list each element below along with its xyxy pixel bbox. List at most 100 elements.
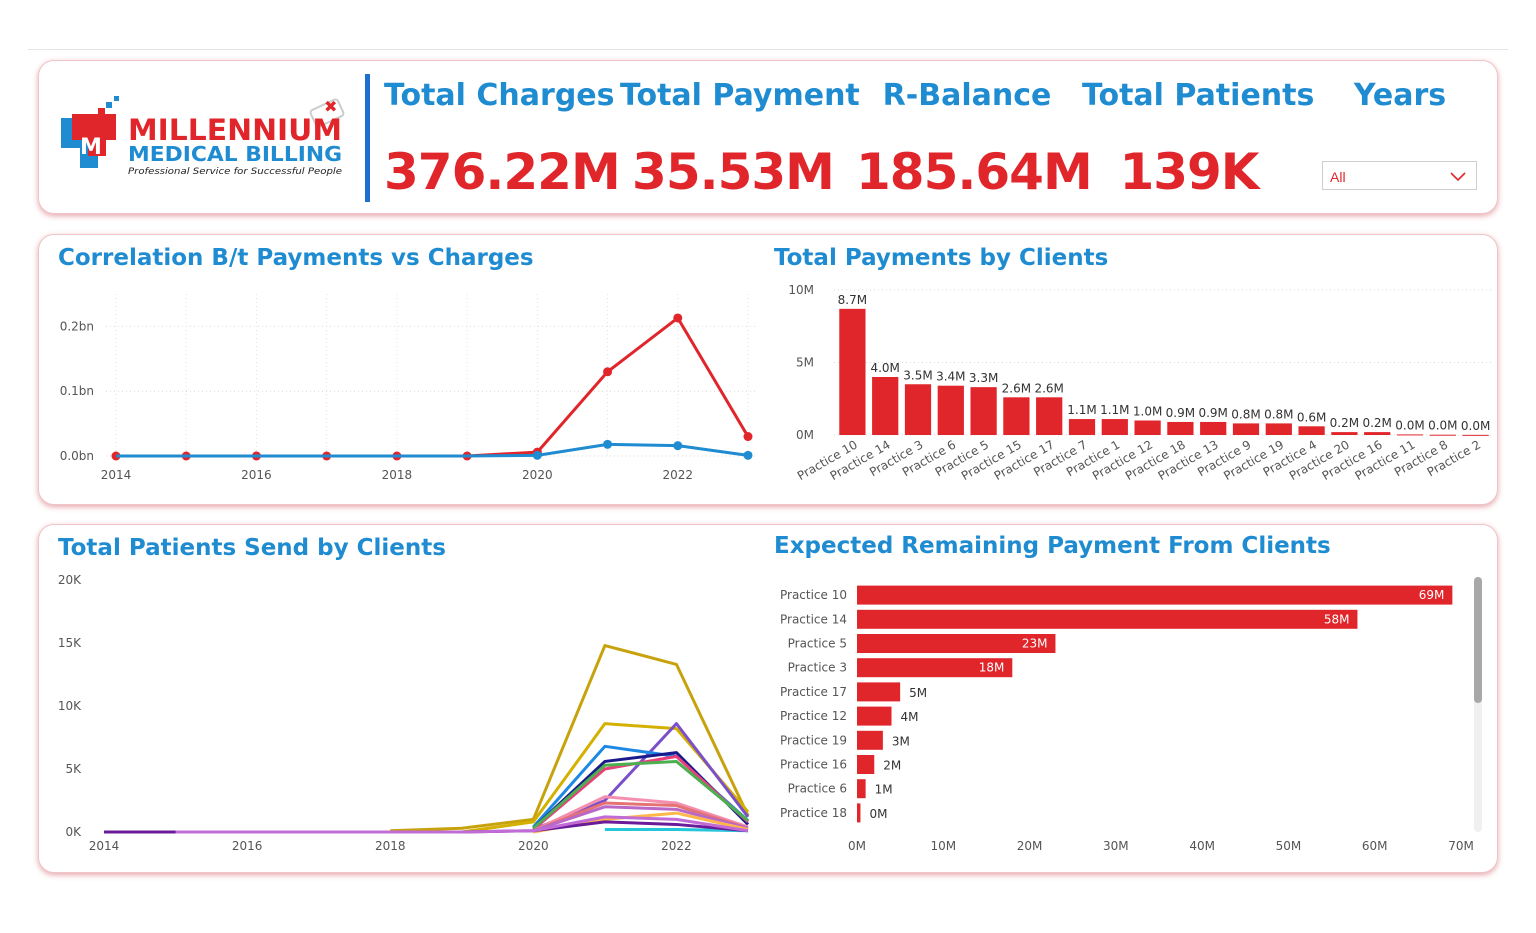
x-tick-label: 2022	[661, 839, 692, 853]
y-category-label: Practice 12	[780, 709, 847, 723]
bar-data-label: 1.0M	[1133, 405, 1162, 419]
bar-data-label: 3.5M	[903, 368, 932, 382]
years-select[interactable]: All	[1322, 161, 1477, 190]
x-tick-label: 50M	[1276, 839, 1302, 853]
bar	[857, 609, 1358, 629]
bar-data-label: 0.2M	[1330, 416, 1359, 430]
bar	[857, 755, 875, 774]
middle-card	[38, 234, 1498, 505]
bar	[1364, 432, 1391, 435]
correlation-line-chart: 0.0bn 0.1bn 0.2bn 2014 2016 2018 2020 2022	[60, 294, 758, 482]
y-category-label: Practice 14	[780, 612, 847, 626]
series-point	[532, 450, 542, 460]
kpi-title-total-charges: Total Charges	[384, 78, 615, 113]
bar-data-label: 2.6M	[1002, 381, 1031, 395]
logo-line1: MILLENNIUM	[128, 113, 342, 147]
bar	[1200, 421, 1227, 435]
series-line	[532, 801, 749, 833]
x-tick-label: 2020	[518, 839, 549, 853]
patients-by-clients-line-chart: 0K 5K 10K 15K 20K 2014 2016 2018 2020 2022	[58, 573, 750, 853]
x-tick-label: 60M	[1362, 839, 1388, 853]
bottom-card	[38, 524, 1498, 873]
x-tick-label: 2018	[382, 468, 413, 482]
y-tick-label: 0.2bn	[60, 319, 94, 333]
bar-data-label: 0.9M	[1198, 406, 1227, 420]
kpi-value-total-charges: 376.22M	[384, 143, 621, 201]
y-tick-label: 0.0bn	[60, 449, 94, 463]
y-tick-label: 20K	[58, 573, 82, 587]
chevron-down-icon	[1450, 172, 1466, 182]
series-line	[532, 805, 749, 833]
series-point	[673, 313, 683, 323]
y-category-label: Practice 10	[780, 588, 847, 602]
bar-data-label: 0.8M	[1264, 407, 1293, 421]
bar	[904, 384, 932, 435]
bar	[1167, 421, 1194, 435]
bar-data-label: 2M	[883, 759, 901, 773]
bar	[1331, 432, 1358, 435]
y-category-label: Practice 6	[788, 782, 847, 796]
bar-data-label: 23M	[1022, 637, 1048, 651]
y-tick-label: 5K	[65, 762, 82, 776]
series-line	[604, 827, 749, 833]
bar	[857, 803, 861, 823]
bar	[1068, 419, 1096, 435]
expected-remaining-scrollbar[interactable]	[1474, 577, 1482, 832]
bar	[1101, 419, 1128, 435]
svg-text:✖: ✖	[324, 97, 337, 116]
bar	[857, 706, 892, 726]
y-tick-label: 0K	[65, 825, 82, 839]
bar-data-label: 0.6M	[1297, 410, 1326, 424]
series-point	[743, 450, 753, 460]
bar	[857, 658, 1013, 678]
y-tick-label: 10K	[58, 699, 82, 713]
kpi-title-r-balance: R-Balance	[882, 78, 1052, 113]
bar	[1134, 420, 1161, 435]
y-category-label: Practice 18	[780, 806, 847, 820]
x-tick-label: 2016	[232, 839, 263, 853]
y-category-label: Practice 3	[788, 661, 847, 675]
bar-data-label: 1.1M	[1100, 403, 1129, 417]
bar-data-label: 3.3M	[969, 371, 998, 385]
kpi-title-total-patients: Total Patients	[1082, 78, 1315, 113]
x-tick-label: 2018	[375, 839, 406, 853]
bar	[1265, 423, 1292, 435]
bar-data-label: 69M	[1419, 588, 1445, 602]
bar-data-label: 4.0M	[870, 361, 899, 375]
y-tick-label: 15K	[58, 636, 82, 650]
bar	[1298, 426, 1325, 435]
expected-remaining-title: Expected Remaining Payment From Clients	[774, 533, 1331, 559]
bar-data-label: 2.6M	[1034, 381, 1063, 395]
bar	[1429, 434, 1456, 436]
y-tick-label: 0M	[796, 428, 814, 442]
header-card	[38, 60, 1498, 214]
series-line	[532, 759, 749, 830]
x-tick-label: 0M	[848, 839, 866, 853]
bar-data-label: 0M	[869, 807, 887, 821]
x-tick-label: 2022	[663, 468, 694, 482]
bar-data-label: 0.0M	[1428, 419, 1457, 433]
svg-text:M: M	[80, 135, 102, 160]
bar-data-label: 58M	[1324, 612, 1350, 626]
expected-remaining-bar-chart: 0M 10M 20M 30M 40M 50M 60M 70M Practice 10 69M Pra…	[780, 585, 1474, 853]
kpi-value-total-payment: 35.53M	[632, 143, 835, 201]
bar-data-label: 3.4M	[936, 370, 965, 384]
correlation-chart-title: Correlation B/t Payments vs Charges	[58, 245, 534, 271]
bar	[857, 682, 901, 702]
bar	[1462, 434, 1489, 436]
x-tick-label: 2014	[89, 839, 120, 853]
x-tick-label: 2020	[522, 468, 553, 482]
series-line	[175, 815, 749, 834]
years-select-value: All	[1330, 169, 1346, 185]
header-divider	[365, 74, 370, 202]
y-tick-label: 5M	[796, 356, 814, 370]
logo-line2: MEDICAL BILLING	[128, 142, 342, 166]
logo-mark-icon: M ✖ MILLENNIUM MEDICAL BILLING Professio…	[61, 96, 345, 177]
bar-data-label: 18M	[979, 661, 1005, 675]
bar	[857, 730, 883, 750]
scrollbar-thumb[interactable]	[1474, 577, 1482, 703]
bar	[1036, 397, 1063, 435]
y-category-label: Practice 19	[780, 733, 847, 747]
kpi-title-total-payment: Total Payment	[620, 78, 860, 113]
x-tick-label: 70M	[1448, 839, 1474, 853]
